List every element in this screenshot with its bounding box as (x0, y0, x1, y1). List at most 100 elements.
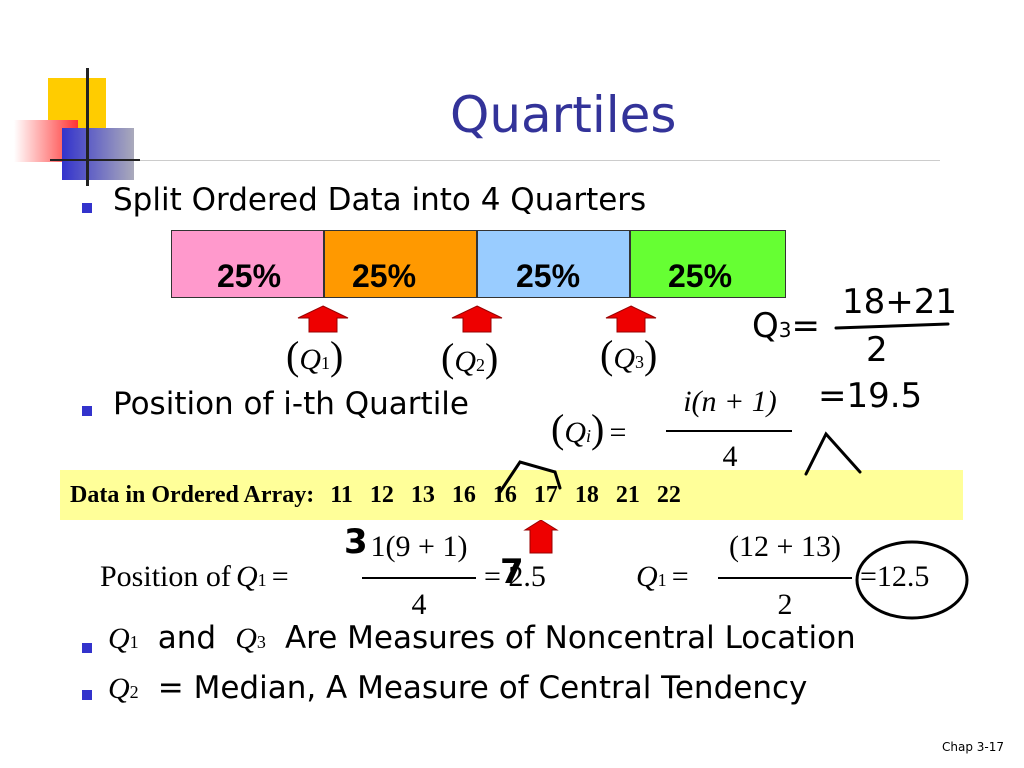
example-1-denominator: 4 (411, 588, 427, 621)
title-rule (140, 160, 940, 161)
text: = (791, 306, 821, 346)
text: = (609, 416, 627, 449)
footer: Chap 3-17 (942, 740, 1005, 754)
handwriting: =19.5 (818, 376, 923, 416)
bullet (82, 406, 92, 416)
quarter-label: 25% (668, 258, 733, 294)
handwriting: 18+21 (842, 282, 958, 322)
text: 1 (657, 570, 667, 590)
bullet-text: Q1 and Q3 Are Measures of Noncentral Loc… (108, 620, 856, 656)
quarter-label: 25% (352, 258, 417, 294)
array-value: 22 (656, 482, 681, 508)
bullet-text: Position of i-th Quartile (113, 386, 469, 422)
hw-circle (855, 540, 969, 620)
text: = Median, A Measure of Central Tendency (157, 670, 808, 706)
bullet-text: Split Ordered Data into 4 Quarters (113, 182, 647, 218)
text: Q (454, 345, 476, 378)
text: ( (600, 332, 614, 377)
text: Q (108, 672, 130, 705)
text: ) (644, 332, 658, 377)
text: ( (286, 333, 300, 378)
handwriting: 2 (866, 330, 888, 370)
text: 3 (778, 318, 792, 342)
text: = (671, 560, 689, 593)
bullet (82, 203, 92, 213)
deco-vline (86, 68, 89, 186)
text: Are Measures of Noncentral Location (284, 620, 856, 656)
text: Q (108, 622, 130, 655)
handwriting: Q3= (752, 306, 820, 346)
example-1-result: = 2.5 (484, 560, 546, 593)
quarter-label: 25% (217, 258, 282, 294)
arrow (523, 519, 559, 554)
example-2-result: =12.5 (860, 560, 930, 593)
text: 2 (476, 355, 485, 375)
text: 2 (129, 682, 139, 702)
arrow (451, 305, 503, 333)
text: 1 (257, 570, 267, 590)
text: Q (613, 342, 635, 375)
text: Q (636, 560, 658, 593)
array-value: 17 (533, 482, 558, 508)
bullet-text: Q2 = Median, A Measure of Central Tenden… (108, 670, 807, 706)
text: Q (235, 560, 258, 593)
array-value: 18 (574, 482, 599, 508)
text: Q (235, 622, 257, 655)
formula-numerator: i(n + 1) (683, 385, 777, 418)
handwriting: 7 (500, 552, 524, 592)
quartile-mark: (Q2) (441, 334, 498, 381)
array-value: 13 (410, 482, 435, 508)
arrow (605, 305, 657, 333)
text: 1 (129, 632, 139, 652)
arrow (297, 305, 349, 333)
example-1-lhs: Position of Q1 = (100, 560, 289, 594)
array-band (60, 470, 963, 520)
array-value: 11 (330, 482, 353, 508)
text: 3 (635, 352, 644, 372)
text: 3 (256, 632, 266, 652)
example-2-denominator: 2 (777, 588, 793, 621)
array-value: 16 (492, 482, 517, 508)
example-1-numerator: 1(9 + 1) (370, 530, 468, 563)
array-label: Data in Ordered Array: (70, 482, 315, 508)
quarter (630, 230, 786, 298)
quartile-mark: (Q1) (286, 332, 343, 379)
text: ) (485, 335, 499, 380)
array-value: 12 (369, 482, 394, 508)
hw-fraction-bar (834, 322, 950, 330)
text: Q (299, 343, 321, 376)
quartile-mark: (Q3) (600, 331, 657, 378)
example-2-numerator: (12 + 13) (729, 530, 841, 563)
quarter-label: 25% (516, 258, 581, 294)
handwriting: 3 (344, 522, 368, 562)
quarter (324, 230, 477, 298)
text: ) (591, 406, 605, 451)
bullet (82, 690, 92, 700)
hw-caret (498, 460, 562, 494)
bullet (82, 643, 92, 653)
formula-denominator: 4 (722, 440, 738, 473)
text: ) (330, 333, 344, 378)
deco-hline (50, 159, 140, 161)
text: Q (752, 306, 779, 346)
text: and (157, 620, 217, 656)
text: Q (564, 416, 586, 449)
array-value: 16 (451, 482, 476, 508)
example-2-lhs: Q1 = (636, 560, 689, 594)
text: ( (441, 335, 455, 380)
quarter (477, 230, 630, 298)
hw-caret (804, 431, 862, 476)
text: ( (551, 406, 565, 451)
array-value: 21 (615, 482, 640, 508)
text: Position of (100, 560, 231, 593)
text: = (271, 560, 289, 593)
formula-lhs: (Qi) = (551, 405, 626, 452)
quarter (171, 230, 324, 298)
array-row: Data in Ordered Array: 11 12 13 16 16 17 18 21 22 (70, 482, 681, 509)
title: Quartiles (450, 86, 677, 144)
deco-blue (62, 128, 134, 180)
text: i (586, 426, 592, 446)
text: 1 (321, 353, 330, 373)
